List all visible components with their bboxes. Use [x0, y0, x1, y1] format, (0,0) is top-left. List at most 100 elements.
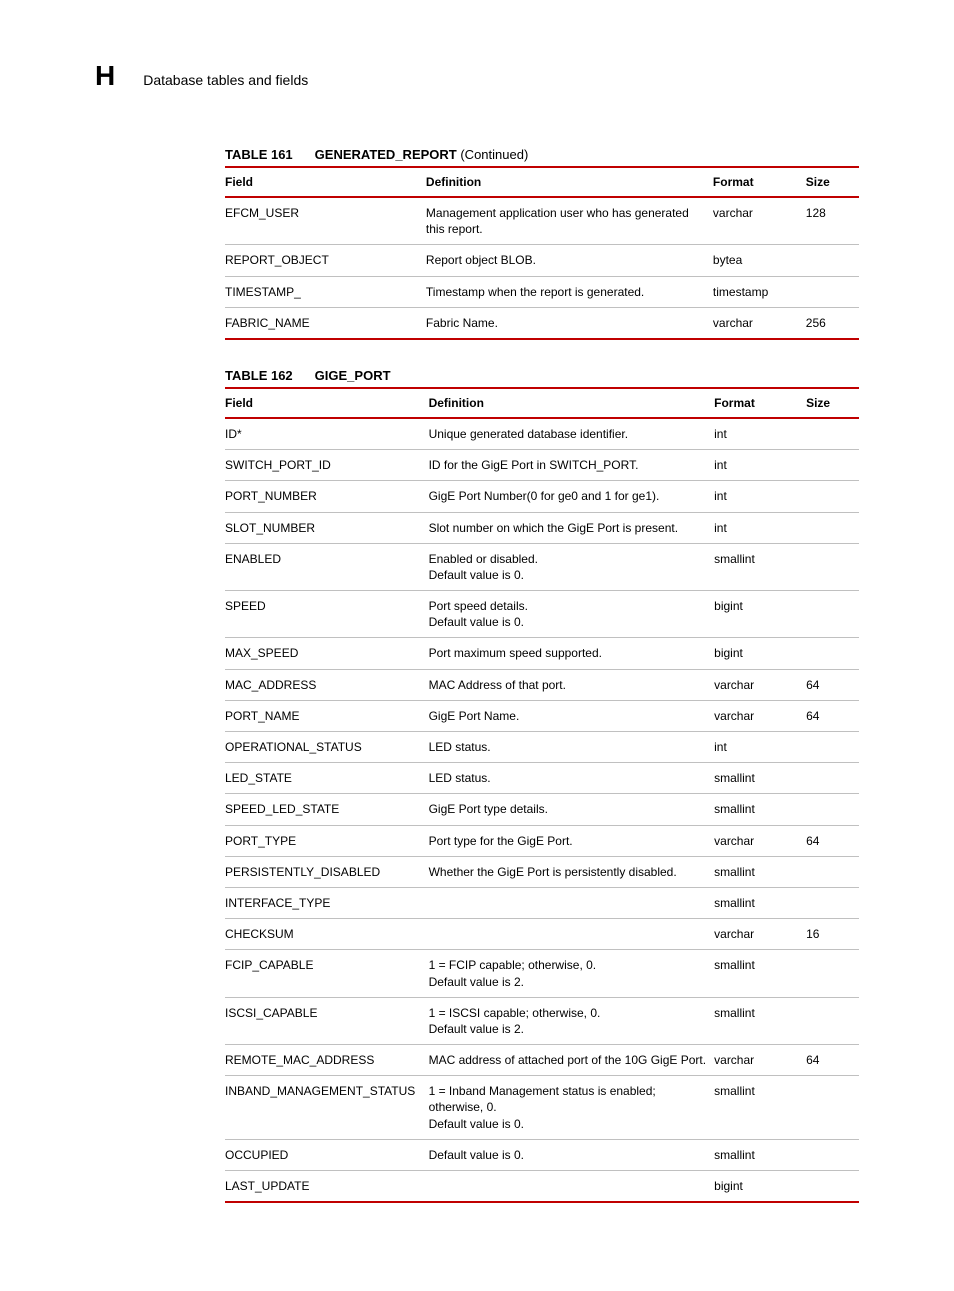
- field-cell: EFCM_USER: [225, 197, 426, 245]
- definition-line: Management application user who has gene…: [426, 205, 709, 237]
- table-row: SWITCH_PORT_IDID for the GigE Port in SW…: [225, 450, 859, 481]
- column-header: Field: [225, 388, 429, 418]
- definition-cell: 1 = FCIP capable; otherwise, 0.Default v…: [429, 950, 715, 997]
- column-header: Field: [225, 167, 426, 197]
- page: H Database tables and fields TABLE 161GE…: [0, 0, 954, 1291]
- size-cell: [806, 512, 859, 543]
- field-cell: SPEED: [225, 591, 429, 638]
- size-cell: [806, 763, 859, 794]
- format-cell: varchar: [714, 919, 806, 950]
- table-row: SPEEDPort speed details.Default value is…: [225, 591, 859, 638]
- format-cell: smallint: [714, 856, 806, 887]
- definition-line: Default value is 0.: [429, 614, 711, 630]
- field-cell: SPEED_LED_STATE: [225, 794, 429, 825]
- format-cell: smallint: [714, 950, 806, 997]
- definition-line: ID for the GigE Port in SWITCH_PORT.: [429, 457, 711, 473]
- definition-cell: Unique generated database identifier.: [429, 418, 715, 450]
- definition-line: Default value is 2.: [429, 1021, 711, 1037]
- size-cell: [806, 481, 859, 512]
- size-cell: 64: [806, 669, 859, 700]
- size-cell: [806, 856, 859, 887]
- field-cell: FCIP_CAPABLE: [225, 950, 429, 997]
- definition-line: Default value is 0.: [429, 567, 711, 583]
- definition-line: GigE Port Number(0 for ge0 and 1 for ge1…: [429, 488, 711, 504]
- table-row: PORT_TYPEPort type for the GigE Port.var…: [225, 825, 859, 856]
- table-row: ISCSI_CAPABLE1 = ISCSI capable; otherwis…: [225, 997, 859, 1044]
- definition-line: Unique generated database identifier.: [429, 426, 711, 442]
- size-cell: [806, 450, 859, 481]
- table-name: GIGE_PORT: [315, 368, 391, 383]
- definition-line: 1 = Inband Management status is enabled;…: [429, 1083, 711, 1115]
- size-cell: [806, 591, 859, 638]
- field-cell: ISCSI_CAPABLE: [225, 997, 429, 1044]
- definition-cell: MAC Address of that port.: [429, 669, 715, 700]
- format-cell: bigint: [714, 1171, 806, 1203]
- definition-cell: Whether the GigE Port is persistently di…: [429, 856, 715, 887]
- format-cell: bigint: [714, 591, 806, 638]
- definition-cell: LED status.: [429, 763, 715, 794]
- format-cell: smallint: [714, 763, 806, 794]
- format-cell: bytea: [713, 245, 806, 276]
- definition-cell: [429, 919, 715, 950]
- size-cell: [806, 1139, 859, 1170]
- field-cell: LAST_UPDATE: [225, 1171, 429, 1203]
- definition-line: Whether the GigE Port is persistently di…: [429, 864, 711, 880]
- field-cell: PORT_NUMBER: [225, 481, 429, 512]
- field-cell: INBAND_MANAGEMENT_STATUS: [225, 1076, 429, 1140]
- format-cell: varchar: [714, 669, 806, 700]
- table-row: LAST_UPDATE bigint: [225, 1171, 859, 1203]
- definition-cell: Timestamp when the report is generated.: [426, 276, 713, 307]
- size-cell: [806, 543, 859, 590]
- definition-cell: ID for the GigE Port in SWITCH_PORT.: [429, 450, 715, 481]
- table-row: LED_STATELED status.smallint: [225, 763, 859, 794]
- field-cell: ENABLED: [225, 543, 429, 590]
- format-cell: int: [714, 418, 806, 450]
- size-cell: 256: [806, 307, 859, 339]
- definition-line: Default value is 0.: [429, 1116, 711, 1132]
- definition-line: Report object BLOB.: [426, 252, 709, 268]
- definition-line: GigE Port Name.: [429, 708, 711, 724]
- format-cell: smallint: [714, 1076, 806, 1140]
- field-cell: LED_STATE: [225, 763, 429, 794]
- size-cell: [806, 1076, 859, 1140]
- table-name: GENERATED_REPORT: [315, 147, 457, 162]
- table-block: TABLE 161GENERATED_REPORT (Continued) Fie…: [225, 147, 859, 340]
- table-row: INBAND_MANAGEMENT_STATUS1 = Inband Manag…: [225, 1076, 859, 1140]
- definition-cell: Management application user who has gene…: [426, 197, 713, 245]
- column-header: Format: [714, 388, 806, 418]
- format-cell: smallint: [714, 997, 806, 1044]
- table-row: ENABLEDEnabled or disabled.Default value…: [225, 543, 859, 590]
- field-cell: SLOT_NUMBER: [225, 512, 429, 543]
- size-cell: [806, 887, 859, 918]
- field-cell: FABRIC_NAME: [225, 307, 426, 339]
- definition-cell: GigE Port Number(0 for ge0 and 1 for ge1…: [429, 481, 715, 512]
- table-row: TIMESTAMP_Timestamp when the report is g…: [225, 276, 859, 307]
- data-table: FieldDefinitionFormatSizeEFCM_USERManage…: [225, 166, 859, 340]
- table-caption: TABLE 161GENERATED_REPORT (Continued): [225, 147, 859, 162]
- definition-cell: [429, 1171, 715, 1203]
- column-header: Definition: [429, 388, 715, 418]
- definition-line: 1 = FCIP capable; otherwise, 0.: [429, 957, 711, 973]
- column-header: Size: [806, 167, 859, 197]
- table-row: MAC_ADDRESSMAC Address of that port.varc…: [225, 669, 859, 700]
- field-cell: SWITCH_PORT_ID: [225, 450, 429, 481]
- field-cell: TIMESTAMP_: [225, 276, 426, 307]
- size-cell: 64: [806, 825, 859, 856]
- table-row: MAX_SPEEDPort maximum speed supported.bi…: [225, 638, 859, 669]
- size-cell: 64: [806, 700, 859, 731]
- format-cell: smallint: [714, 543, 806, 590]
- definition-cell: Slot number on which the GigE Port is pr…: [429, 512, 715, 543]
- definition-line: LED status.: [429, 739, 711, 755]
- definition-cell: Report object BLOB.: [426, 245, 713, 276]
- field-cell: PERSISTENTLY_DISABLED: [225, 856, 429, 887]
- table-row: OPERATIONAL_STATUSLED status.int: [225, 732, 859, 763]
- definition-line: MAC address of attached port of the 10G …: [429, 1052, 711, 1068]
- format-cell: int: [714, 481, 806, 512]
- format-cell: timestamp: [713, 276, 806, 307]
- field-cell: MAX_SPEED: [225, 638, 429, 669]
- definition-line: MAC Address of that port.: [429, 677, 711, 693]
- table-row: PORT_NUMBERGigE Port Number(0 for ge0 an…: [225, 481, 859, 512]
- size-cell: [806, 732, 859, 763]
- column-header: Format: [713, 167, 806, 197]
- format-cell: varchar: [714, 825, 806, 856]
